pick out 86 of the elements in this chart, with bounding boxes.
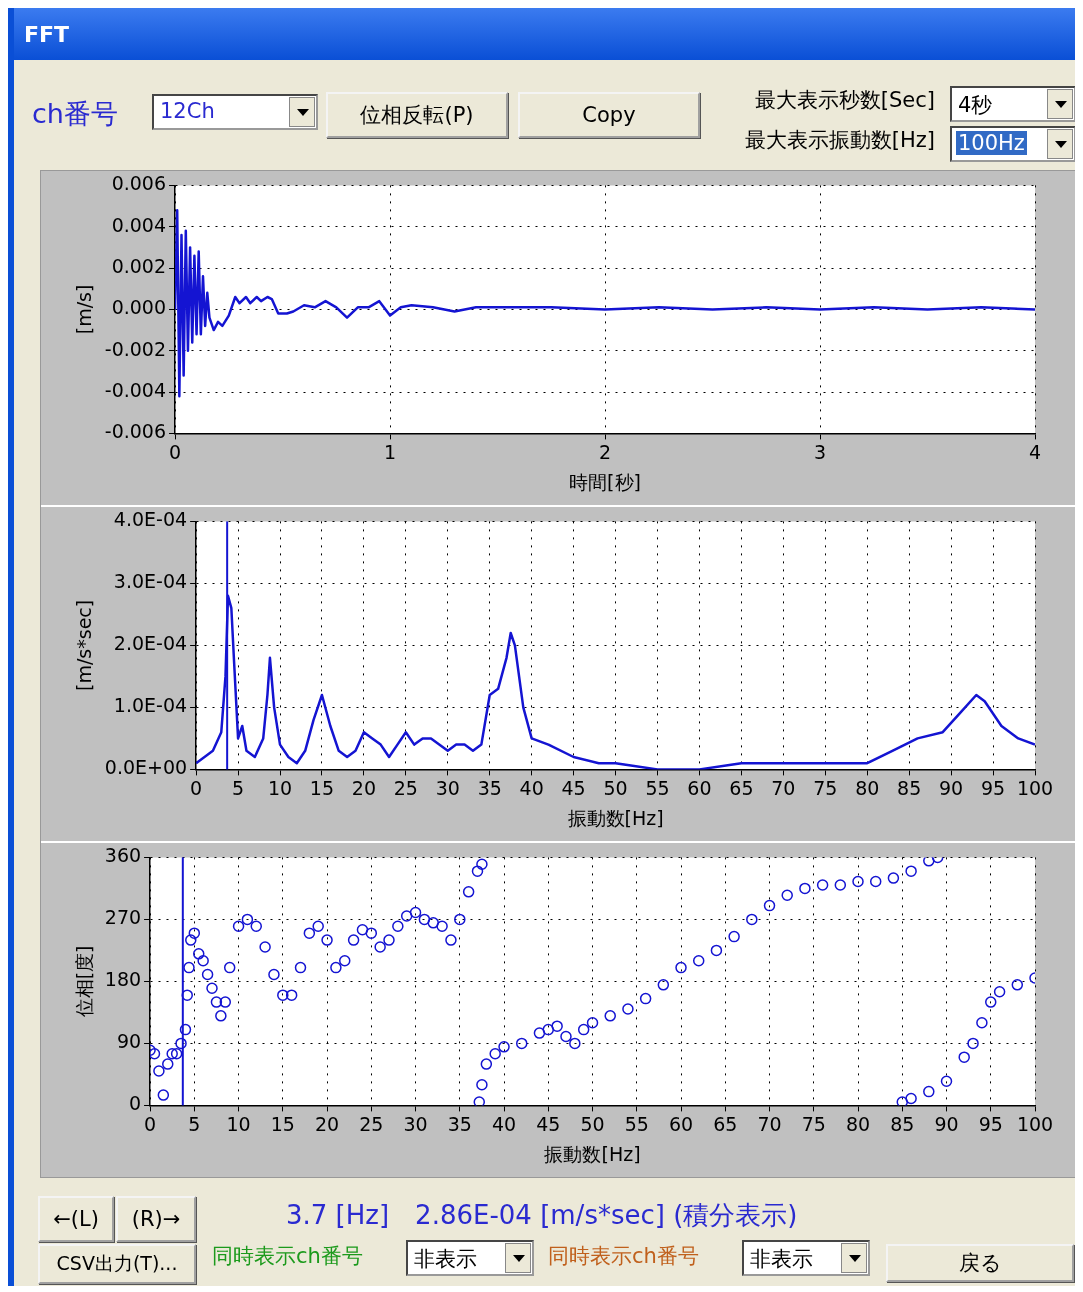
- x-tick-label: 80: [845, 1112, 871, 1135]
- y-tick-label: -0.006: [104, 420, 167, 443]
- y-tick-label: 1.0E-04: [113, 694, 188, 717]
- x-tick-label: 25: [359, 1112, 384, 1135]
- text: 3.7 [Hz] 2.86E-04 [m/s*sec] (積分表示): [286, 1199, 798, 1232]
- dropdown-box: 100Hz: [950, 126, 1075, 162]
- x-tick-label: 25: [393, 776, 418, 799]
- text: 同時表示ch番号: [212, 1243, 363, 1270]
- x-tick-label: 55: [624, 1112, 649, 1135]
- y-tick-label: 0.004: [111, 213, 167, 236]
- x-tick-label: 2: [598, 440, 612, 463]
- x-tick-label: 40: [491, 1112, 517, 1135]
- button: Copy: [518, 92, 700, 138]
- button: CSV出力(T)...: [38, 1244, 196, 1284]
- text: 最大表示秒数[Sec]: [754, 87, 935, 114]
- y-tick-label: 4.0E-04: [113, 508, 188, 531]
- x-tick-label: 50: [580, 1112, 605, 1135]
- x-tick-label: 95: [978, 1112, 1003, 1135]
- text: ch番号: [32, 97, 118, 131]
- x-tick-label: 5: [232, 776, 245, 799]
- y-tick-label: -0.004: [104, 379, 167, 401]
- x-tick-label: 60: [687, 776, 712, 799]
- x-tick-label: 20: [351, 776, 376, 799]
- x-tick-label: 50: [603, 776, 628, 799]
- x-tick-label: 100: [1016, 776, 1054, 799]
- x-tick-label: 85: [897, 776, 922, 799]
- x-tick-label: 45: [536, 1112, 561, 1135]
- x-tick-label: 3: [813, 440, 827, 463]
- x-tick-label: 0: [190, 776, 203, 799]
- chart-title: FFT: [24, 22, 70, 47]
- x-tick-label: 15: [309, 776, 335, 799]
- y-tick-label: 90: [116, 1030, 142, 1053]
- text: 同時表示ch番号: [548, 1243, 699, 1270]
- y-tick-label: 0.000: [111, 296, 167, 319]
- x-tick-label: 1: [383, 440, 397, 463]
- y-tick-label: 2.0E-04: [113, 632, 188, 655]
- dropdown-box: 4秒: [950, 86, 1075, 122]
- x-tick-label: 5: [188, 1112, 201, 1135]
- x-tick-label: 35: [477, 776, 502, 799]
- x-tick-label: 10: [226, 1112, 251, 1135]
- x-tick-label: 85: [890, 1112, 915, 1135]
- x-tick-label: 65: [729, 776, 754, 799]
- x-tick-label: 80: [855, 776, 880, 799]
- x-tick-label: 35: [447, 1112, 472, 1135]
- y-tick-label: 360: [104, 844, 142, 867]
- y-tick-label: 3.0E-04: [113, 570, 188, 593]
- text: 最大表示振動数[Hz]: [744, 127, 935, 154]
- x-tick-label: 75: [813, 776, 838, 799]
- x-tick-label: 70: [757, 1112, 782, 1135]
- y-tick-label: 0: [128, 1092, 142, 1115]
- button: 位相反転(P): [326, 92, 508, 138]
- dropdown-box: 非表示: [742, 1240, 870, 1276]
- x-tick-label: 90: [939, 776, 964, 799]
- x-tick-label: 100: [1016, 1112, 1054, 1135]
- y-tick-label: 180: [104, 968, 142, 991]
- x-tick-label: 30: [435, 776, 460, 799]
- button: ←(L): [38, 1196, 114, 1242]
- y-tick-label: -0.002: [104, 337, 167, 360]
- dropdown-box: 非表示: [406, 1240, 534, 1276]
- x-tick-label: 90: [934, 1112, 959, 1135]
- y-tick-label: 0.006: [111, 172, 167, 195]
- y-axis-title: [m/s]: [73, 284, 96, 335]
- x-axis-title: 振動数[Hz]: [544, 1142, 641, 1165]
- x-axis-title: 振動数[Hz]: [567, 806, 664, 829]
- y-tick-label: 270: [104, 906, 142, 929]
- x-tick-label: 40: [519, 776, 544, 799]
- button: 戻る: [886, 1244, 1074, 1282]
- x-tick-label: 70: [771, 776, 796, 799]
- button: (R)→: [116, 1196, 196, 1242]
- x-tick-label: 65: [713, 1112, 738, 1135]
- x-tick-label: 45: [561, 776, 586, 799]
- x-tick-label: 95: [980, 776, 1006, 799]
- x-axis-title: 時間[秒]: [569, 470, 641, 493]
- x-tick-label: 4: [1028, 440, 1042, 463]
- y-axis-title: 位相[度]: [73, 945, 96, 1018]
- y-axis-title: [m/s*sec]: [73, 599, 96, 691]
- x-tick-label: 15: [270, 1112, 295, 1135]
- y-tick-label: 0.0E+00: [104, 756, 188, 779]
- x-tick-label: 55: [645, 776, 670, 799]
- x-tick-label: 30: [403, 1112, 428, 1135]
- y-tick-label: 0.002: [111, 255, 167, 277]
- x-tick-label: 75: [801, 1112, 826, 1135]
- x-tick-label: 60: [668, 1112, 694, 1135]
- x-tick-label: 20: [314, 1112, 340, 1135]
- dropdown-box: 12Ch: [152, 94, 318, 130]
- x-tick-label: 10: [267, 776, 293, 799]
